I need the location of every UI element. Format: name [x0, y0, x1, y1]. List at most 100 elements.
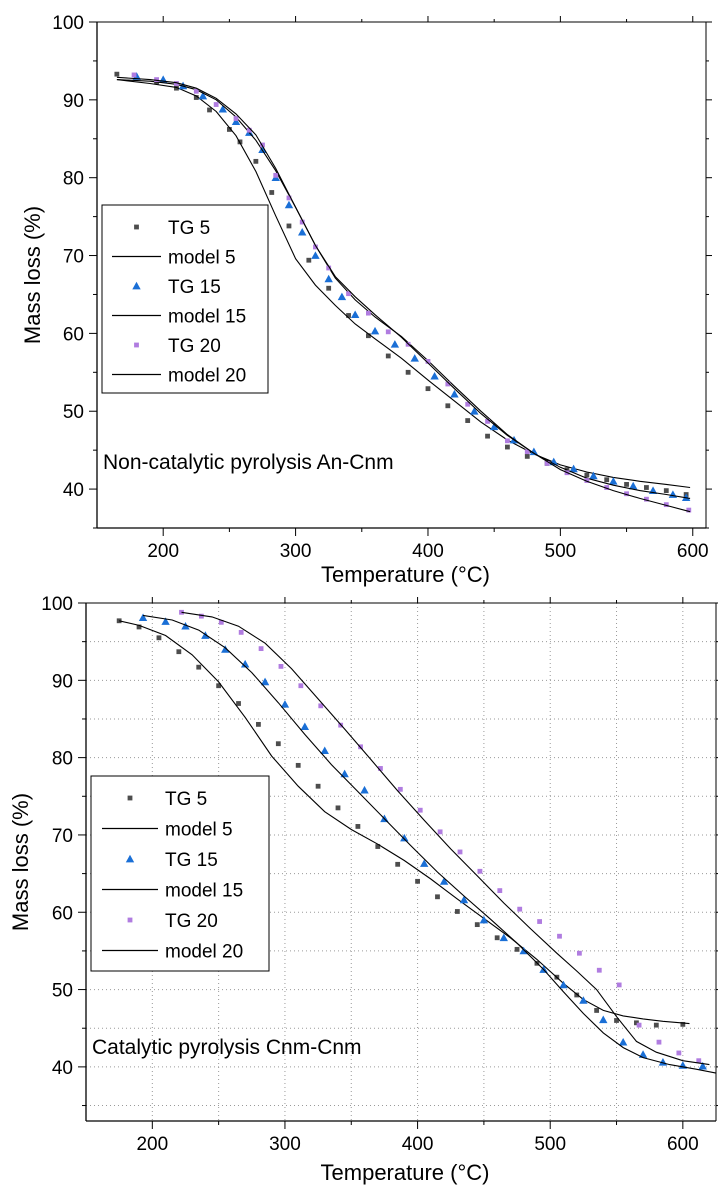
y-tick-label: 60	[63, 324, 84, 345]
chart-panel-1: 200 300 400 500 600 40 50 60 70 80 90 100 Temperatur…	[20, 13, 712, 587]
data-point	[295, 762, 301, 768]
data-point	[324, 274, 333, 283]
data-point	[569, 464, 578, 473]
data-point	[278, 663, 284, 669]
data-point	[584, 472, 590, 478]
y-tick-label: 70	[63, 247, 84, 268]
data-point	[594, 1008, 600, 1013]
legend-label: TG 15	[168, 277, 221, 298]
data-point	[258, 145, 267, 154]
data-point	[286, 223, 292, 229]
data-point	[644, 496, 649, 502]
legend-label: TG 5	[168, 218, 210, 239]
data-point	[494, 935, 500, 941]
data-point	[179, 609, 184, 615]
data-point	[497, 888, 503, 894]
data-point	[696, 1058, 702, 1064]
data-point	[549, 457, 558, 466]
legend-label: TG 5	[165, 789, 207, 810]
data-point	[638, 1050, 648, 1058]
data-point	[346, 313, 351, 318]
data-point	[465, 401, 471, 407]
data-point	[221, 645, 230, 653]
legend-marker-swatch	[132, 281, 141, 290]
data-point	[505, 444, 510, 450]
data-point	[275, 741, 281, 747]
x-tick-label: 300	[269, 1134, 301, 1155]
data-point	[132, 72, 141, 80]
data-point	[306, 257, 312, 263]
data-point	[537, 919, 542, 924]
series-model-15	[142, 614, 717, 1074]
data-point	[425, 386, 431, 392]
legend-label: model 20	[168, 366, 246, 387]
data-point	[161, 617, 170, 625]
data-point	[114, 71, 120, 77]
data-point	[686, 507, 692, 513]
data-point	[397, 786, 403, 792]
data-point	[574, 992, 580, 998]
data-point	[231, 117, 241, 126]
data-point	[298, 227, 307, 236]
data-point	[286, 195, 292, 201]
legend-marker-swatch	[125, 854, 135, 863]
data-point	[405, 369, 411, 375]
data-point	[176, 649, 182, 655]
legend: TG 5 model 5 TG 15 model 15 TG 20 model 20	[101, 204, 269, 394]
data-point	[680, 1021, 686, 1027]
data-point	[624, 482, 629, 487]
legend-label: model 15	[165, 881, 243, 902]
data-point	[517, 906, 523, 912]
x-tick-label: 200	[136, 1134, 168, 1155]
data-point	[415, 878, 420, 884]
y-axis-title: Mass loss (%)	[20, 206, 45, 344]
y-tick-label: 50	[52, 981, 73, 1002]
data-point	[579, 996, 588, 1004]
data-point	[505, 438, 510, 444]
data-point	[425, 359, 431, 364]
data-point	[435, 894, 440, 900]
series-tg-20	[131, 72, 692, 513]
legend-box	[101, 204, 269, 394]
data-point	[378, 766, 383, 771]
model-curve	[116, 79, 691, 489]
data-point	[337, 292, 347, 301]
data-point	[584, 478, 590, 483]
data-point	[313, 244, 318, 250]
data-point	[604, 485, 610, 490]
data-point	[668, 490, 678, 498]
data-point	[198, 91, 208, 100]
data-point	[156, 635, 162, 641]
data-point	[457, 849, 463, 855]
data-point	[240, 659, 250, 668]
data-point	[465, 418, 471, 423]
legend-marker-swatch	[134, 342, 139, 348]
data-point	[477, 868, 483, 874]
data-point	[479, 915, 489, 924]
data-point	[174, 85, 179, 91]
x-tick-label: 400	[402, 1134, 434, 1155]
legend-label: TG 20	[168, 336, 221, 357]
data-point	[400, 833, 409, 842]
data-point	[269, 190, 275, 195]
data-point	[445, 381, 451, 387]
series-model-20	[116, 76, 691, 513]
data-point	[238, 629, 244, 635]
data-point	[470, 407, 479, 415]
data-point	[576, 950, 582, 956]
data-point	[193, 95, 199, 100]
y-tick-label: 70	[52, 826, 73, 847]
data-point	[138, 613, 148, 622]
data-point	[298, 683, 304, 689]
data-point	[326, 285, 332, 291]
data-point	[280, 700, 290, 708]
data-point	[311, 251, 320, 259]
data-point	[218, 619, 224, 625]
data-point	[417, 807, 423, 813]
data-point	[628, 481, 638, 490]
data-point	[181, 621, 190, 630]
data-point	[198, 613, 204, 619]
legend-box	[90, 775, 270, 972]
data-point	[559, 980, 568, 989]
